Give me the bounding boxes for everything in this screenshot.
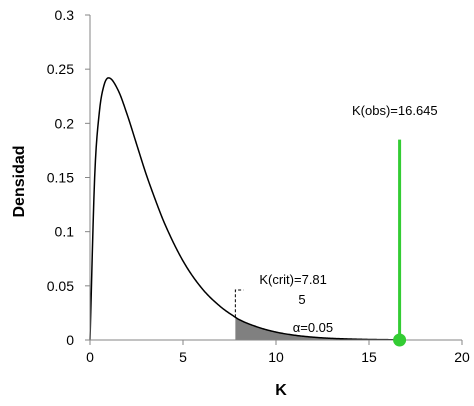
y-tick-label: 0.05: [47, 278, 74, 294]
rejection-region: [235, 317, 400, 340]
y-tick-label: 0.15: [47, 170, 74, 186]
critical-value-label: K(crit)=7.81: [259, 272, 327, 287]
x-tick-label: 5: [179, 349, 187, 365]
y-tick-label: 0: [66, 332, 74, 348]
x-tick-label: 20: [454, 349, 470, 365]
x-ticks: 0 5 10 15 20: [86, 340, 470, 365]
y-ticks: 0 0.05 0.1 0.15 0.2 0.25 0.3: [47, 7, 90, 348]
y-tick-label: 0.1: [55, 224, 75, 240]
critical-value-label-continued: 5: [298, 292, 305, 307]
y-tick-label: 0.2: [55, 115, 75, 131]
density-curve: [89, 77, 400, 341]
critical-value-leader: [234, 289, 244, 318]
alpha-label: α=0.05: [293, 320, 333, 335]
y-axis-title: Densidad: [11, 145, 28, 217]
observed-statistic-point: [393, 333, 407, 347]
x-tick-label: 10: [268, 349, 284, 365]
x-axis-title: K: [275, 382, 287, 399]
observed-statistic-label: K(obs)=16.645: [352, 103, 438, 118]
x-tick-label: 15: [361, 349, 377, 365]
y-tick-label: 0.3: [55, 7, 75, 23]
x-tick-label: 0: [86, 349, 94, 365]
y-tick-label: 0.25: [47, 61, 74, 77]
